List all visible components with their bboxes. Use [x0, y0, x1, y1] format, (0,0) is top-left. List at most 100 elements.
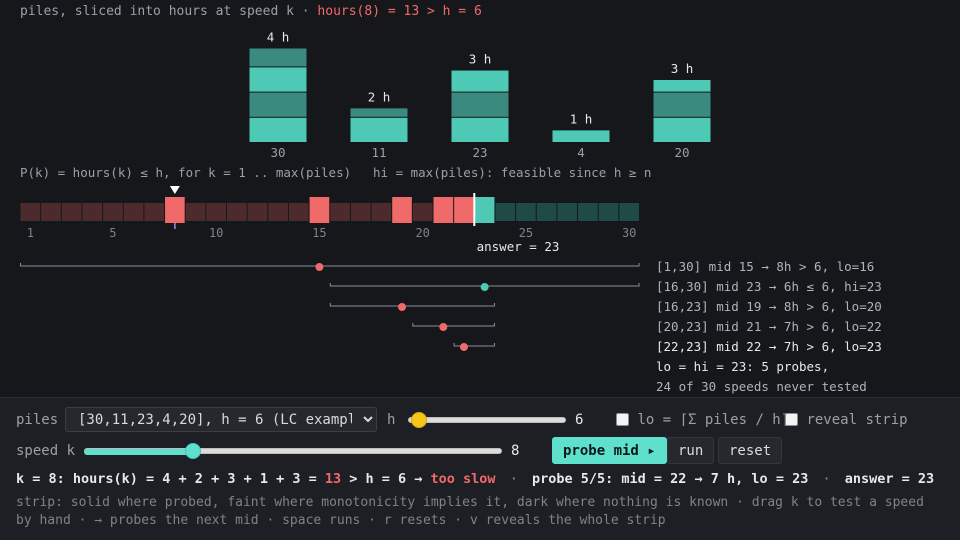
strip-cell-16[interactable] [330, 203, 350, 221]
pile-hours-label: 2 h [368, 89, 391, 104]
probe-interval-5 [453, 343, 495, 351]
reveal-checkbox[interactable] [785, 413, 798, 426]
pile-slice [451, 92, 509, 117]
piles-select[interactable]: [30,11,23,4,20], h = 6 (LC example) [65, 407, 377, 432]
strip-cell-15[interactable] [309, 197, 330, 223]
help-text: strip: solid where probed, faint where m… [16, 495, 924, 528]
reset-button[interactable]: reset [718, 437, 783, 464]
pile-hours-label: 3 h [671, 61, 694, 76]
strip-cell-5[interactable] [103, 203, 123, 221]
strip-cell-8[interactable] [165, 197, 185, 223]
speed-slider-thumb[interactable] [184, 443, 201, 459]
strip-caption-left: P(k) = hours(k) ≤ h, for k = 1 .. max(pi… [20, 165, 351, 180]
strip-cell-26[interactable] [536, 203, 557, 221]
strip-cell-3[interactable] [61, 203, 82, 221]
strip-cell-2[interactable] [41, 203, 61, 221]
log-line: 24 of 30 speeds never tested [656, 379, 867, 394]
log-line: [22,23] mid 22 → 7h > 6, lo=23 [656, 339, 882, 354]
probe-mid-button[interactable]: probe mid ▸ [552, 437, 667, 464]
lo-bound-toggle[interactable]: lo = ⌈Σ piles / h⌉ [616, 412, 789, 428]
strip-caption-right: hi = max(piles): feasible since h ≥ n [373, 165, 651, 180]
h-slider[interactable] [408, 411, 568, 429]
pile-hours-label: 1 h [570, 111, 593, 126]
strip-cell-27[interactable] [557, 203, 578, 221]
probe-mid-dot [439, 323, 448, 331]
strip-cell-19[interactable] [392, 197, 412, 223]
pile-value-label: 4 [577, 145, 585, 160]
pile-slice [653, 92, 711, 117]
pile-hours-label: 3 h [469, 52, 492, 67]
reveal-toggle[interactable]: reveal strip [785, 412, 908, 428]
strip-tick-label: 30 [622, 226, 636, 240]
h-value: 6 [575, 412, 584, 428]
strip-cell-24[interactable] [495, 203, 516, 221]
strip-cell-30[interactable] [619, 203, 639, 221]
strip-cell-11[interactable] [227, 203, 247, 221]
current-k-marker-icon[interactable] [169, 186, 180, 194]
lo-bound-checkbox[interactable] [616, 413, 629, 426]
speed-strip[interactable] [20, 186, 640, 229]
strip-cell-7[interactable] [144, 203, 165, 221]
strip-cell-25[interactable] [516, 203, 536, 221]
pile-hours-label: 4 h [267, 30, 290, 45]
strip-cell-14[interactable] [288, 203, 309, 221]
probe-range [412, 323, 495, 327]
pile-slice [249, 67, 307, 92]
pile-value-label: 30 [270, 145, 285, 160]
log-line: lo = hi = 23: 5 probes, [656, 359, 830, 374]
strip-cell-4[interactable] [82, 203, 103, 221]
strip-cell-10[interactable] [206, 203, 226, 221]
strip-tick-label: 1 [27, 226, 34, 240]
probe-range [329, 303, 495, 307]
pile-slice [249, 92, 307, 117]
probe-interval-2 [329, 283, 640, 291]
speed-slider[interactable] [84, 442, 504, 460]
strip-tick-label: 10 [209, 226, 223, 240]
probe-interval-3 [329, 303, 495, 311]
pile-slice [451, 117, 509, 142]
status-probe: probe 5/5: mid = 22 → 7 h, lo = 23 [531, 471, 809, 487]
h-label: h [387, 412, 396, 428]
strip-cell-23[interactable] [474, 197, 495, 223]
strip-cell-20[interactable] [412, 203, 433, 221]
pile-5: 3 h 20 [653, 61, 711, 160]
pile-slice [350, 108, 408, 117]
strip-cell-12[interactable] [247, 203, 268, 221]
pile-slice [249, 48, 307, 67]
status-answer: answer = 23 [844, 471, 935, 487]
strip-cell-6[interactable] [123, 203, 144, 221]
strip-cell-1[interactable] [20, 203, 41, 221]
strip-cell-28[interactable] [578, 203, 598, 221]
strip-tick-label: 15 [312, 226, 326, 240]
caption-highlight: hours(8) = 13 > h = 6 [317, 4, 482, 19]
speed-slider-fill [84, 449, 193, 455]
strip-cell-21[interactable] [433, 197, 454, 223]
pile-2: 2 h 11 [350, 89, 408, 160]
strip-cell-13[interactable] [268, 203, 288, 221]
caption: piles, sliced into hours at speed k · ho… [20, 4, 482, 19]
probe-intervals [20, 263, 640, 351]
status-hours-sum: k = 8: hours(k) = 4 + 2 + 3 + 1 + 3 = [16, 471, 325, 487]
pile-slice [552, 130, 610, 142]
answer-label: answer = 23 [477, 239, 560, 254]
strip-cell-22[interactable] [454, 197, 474, 223]
caption-text: piles, sliced into hours at speed k [20, 4, 294, 19]
strip-cell-18[interactable] [371, 203, 392, 221]
speed-value: 8 [511, 443, 520, 459]
strip-cell-9[interactable] [185, 203, 206, 221]
strip-cell-29[interactable] [598, 203, 619, 221]
h-slider-thumb[interactable] [410, 412, 427, 428]
run-button[interactable]: run [667, 437, 715, 464]
pile-3: 3 h 23 [451, 52, 509, 160]
status-hours-total: 13 [324, 471, 342, 487]
status-separator: · [509, 471, 518, 487]
log-line: [16,23] mid 19 → 8h > 6, lo=20 [656, 299, 882, 314]
probe-interval-4 [412, 323, 495, 331]
strip-tick-label: 20 [415, 226, 429, 240]
pile-slice [350, 117, 408, 142]
status-compare: > h = 6 → [341, 471, 431, 487]
pile-slice [451, 70, 509, 92]
strip-cell-17[interactable] [350, 203, 371, 221]
status-separator: · [822, 471, 831, 487]
pile-slice [653, 117, 711, 142]
